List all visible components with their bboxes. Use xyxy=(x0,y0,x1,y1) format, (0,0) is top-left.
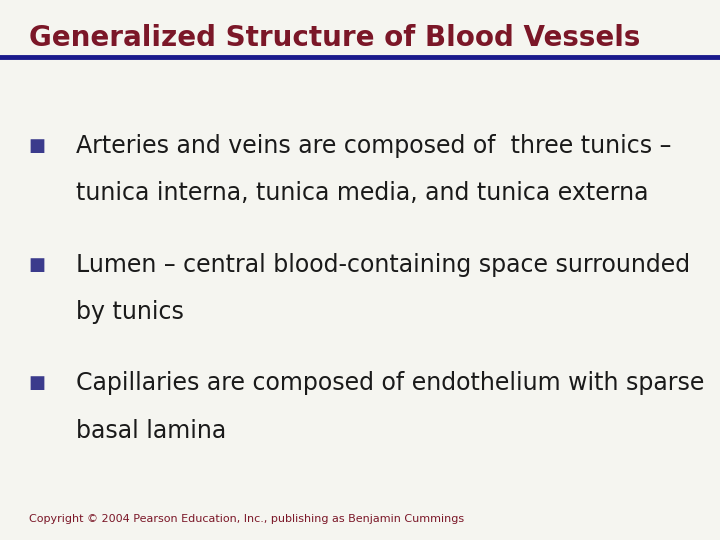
Text: tunica interna, tunica media, and tunica externa: tunica interna, tunica media, and tunica… xyxy=(76,181,648,205)
Text: Arteries and veins are composed of  three tunics –: Arteries and veins are composed of three… xyxy=(76,134,671,158)
Text: basal lamina: basal lamina xyxy=(76,419,226,443)
Text: Lumen – central blood-containing space surrounded: Lumen – central blood-containing space s… xyxy=(76,253,690,276)
Text: Copyright © 2004 Pearson Education, Inc., publishing as Benjamin Cummings: Copyright © 2004 Pearson Education, Inc.… xyxy=(29,514,464,524)
Text: Capillaries are composed of endothelium with sparse: Capillaries are composed of endothelium … xyxy=(76,372,704,395)
Text: by tunics: by tunics xyxy=(76,300,184,324)
Text: ■: ■ xyxy=(29,255,46,274)
Text: ■: ■ xyxy=(29,137,46,155)
Text: Generalized Structure of Blood Vessels: Generalized Structure of Blood Vessels xyxy=(29,24,640,52)
Text: ■: ■ xyxy=(29,374,46,393)
